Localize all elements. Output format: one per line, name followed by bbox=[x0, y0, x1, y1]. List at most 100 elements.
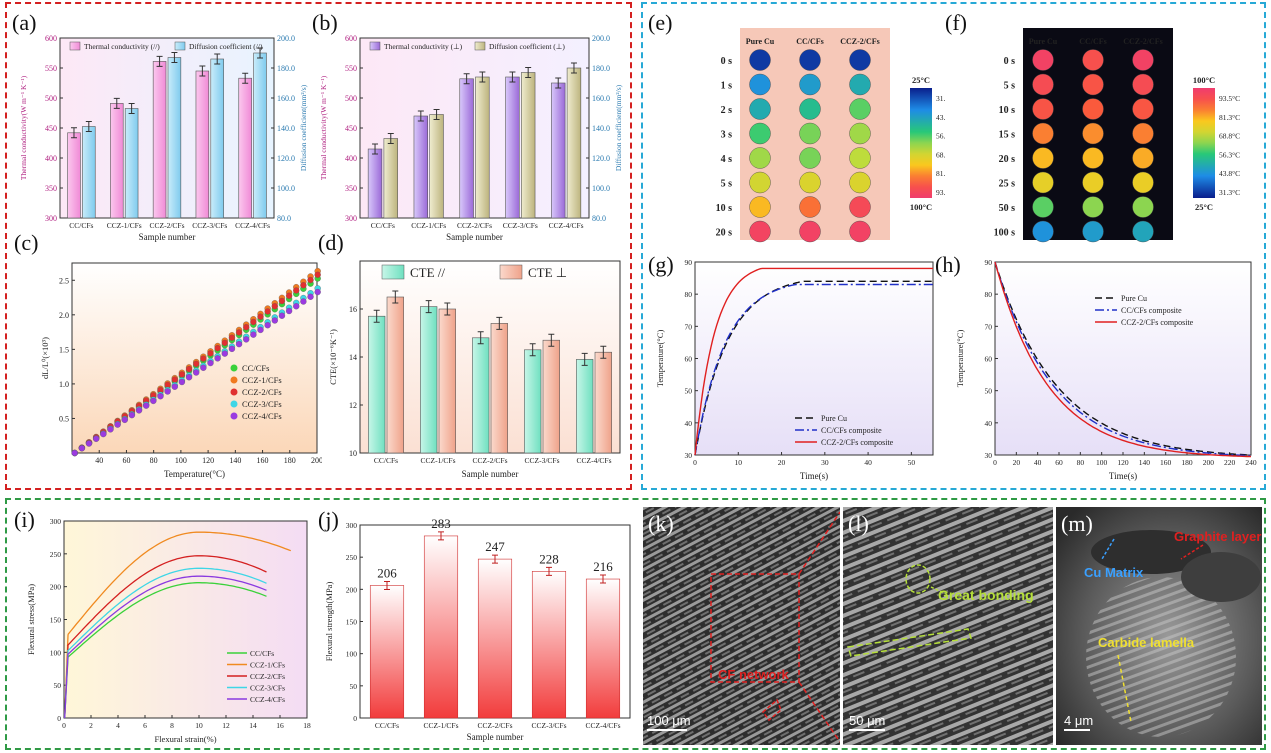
c-xtick-label-3: 100 bbox=[175, 456, 187, 465]
c-legend-2: CCZ-2/CFs bbox=[242, 387, 282, 397]
i-ytick-label-5: 250 bbox=[50, 550, 62, 559]
i-series-4 bbox=[64, 575, 267, 719]
svg-a-legend-swatch-2 bbox=[174, 41, 186, 51]
svg-f-well-1-2 bbox=[1132, 73, 1154, 96]
svg-e-well-5-2 bbox=[849, 171, 871, 194]
svg-g-xtick-label-5: 50 bbox=[908, 458, 916, 467]
svg-h-series-0 bbox=[994, 261, 1252, 456]
svg-e-scale-bar bbox=[910, 88, 932, 198]
frame-thermal-red bbox=[5, 2, 632, 490]
svg-b-cat-label-0: CC/CFs bbox=[371, 221, 395, 230]
svg-b-bar-s1-1 bbox=[413, 115, 428, 219]
panel-j: 0 50 100 150 200 250 300 206 CC/CFs 283 CCZ-1/CFs 2… bbox=[312, 503, 637, 746]
svg-a-err-s1-3 bbox=[199, 65, 206, 77]
c-ytick-label-3: 2.0 bbox=[59, 311, 69, 320]
svg-g-ytick-label-4: 70 bbox=[685, 322, 693, 331]
c-point-4-4 bbox=[100, 430, 107, 438]
svg-b-left-ytick-label-6: 600 bbox=[345, 34, 357, 43]
svg-f-well-6-0 bbox=[1032, 196, 1054, 218]
svg-b-bar-s1-4 bbox=[551, 82, 566, 219]
d-cat-label-2: CCZ-2/CFs bbox=[472, 456, 507, 465]
svg-f-row-7: 100 s bbox=[994, 228, 1016, 239]
panel-label-i: (i) bbox=[14, 507, 35, 532]
svg-f-scale-tick-0: 93.5°C bbox=[1219, 94, 1240, 103]
svg-g-ytick-label-2: 50 bbox=[685, 387, 693, 396]
i-xtick-label-3: 6 bbox=[143, 721, 147, 730]
j-ytick-label-2: 100 bbox=[346, 650, 358, 659]
chart-d: 10 12 14 16 CC/CFs CCZ-1/CFs CCZ-2/CFs CCZ-3/CF… bbox=[328, 260, 621, 479]
j-ytick-label-3: 150 bbox=[346, 618, 358, 627]
h-ylabel: Temperature(°C) bbox=[955, 330, 965, 388]
svg-b-cat-label-4: CCZ-4/CFs bbox=[549, 221, 584, 230]
sem-label-carbide-lamella: Carbide lamella bbox=[1098, 635, 1195, 650]
svg-h-ytick-label-1: 40 bbox=[985, 419, 993, 428]
c-xtick-label-6: 160 bbox=[257, 456, 269, 465]
c-point-4-14 bbox=[171, 383, 178, 390]
chart-a: 300 350 400 450 500 550 600 80.0 100.0 120.0 140.0… bbox=[19, 34, 308, 242]
c-point-4-2 bbox=[85, 440, 93, 447]
j-ytick-label-0: 0 bbox=[353, 714, 357, 723]
svg-e-row-4: 4 s bbox=[721, 154, 733, 165]
c-point-2-16 bbox=[185, 365, 193, 373]
chart-j: 0 50 100 150 200 250 300 206 CC/CFs 283 CCZ-1/CFs 2… bbox=[324, 516, 631, 742]
c-point-2-33 bbox=[307, 276, 314, 284]
c-point-2-20 bbox=[214, 345, 221, 352]
d-err-s1-0 bbox=[373, 309, 380, 323]
c-point-4-17 bbox=[193, 369, 200, 376]
c-point-2-29 bbox=[278, 297, 286, 305]
svg-f-scale-bar bbox=[1193, 88, 1215, 198]
svg-a-right-ytick-label-6: 200.0 bbox=[277, 34, 295, 43]
svg-a-left-ytick-label-2: 400 bbox=[45, 154, 57, 163]
svg-a-legend-swatch-1 bbox=[69, 41, 81, 51]
svg-a-err-s1-2 bbox=[156, 55, 163, 67]
c-point-4-3 bbox=[93, 435, 100, 442]
panel-label-m: (m) bbox=[1061, 511, 1093, 536]
svg-b-right-ytick-label-4: 160.0 bbox=[592, 94, 610, 103]
svg-f-well-5-1 bbox=[1082, 171, 1104, 194]
g-legend-0: Pure Cu bbox=[821, 414, 847, 423]
c-ytick-label-2: 1.5 bbox=[59, 345, 69, 354]
i-ytick-label-2: 100 bbox=[50, 648, 62, 657]
i-xtick-label-6: 12 bbox=[222, 721, 230, 730]
i-ytick-label-4: 200 bbox=[50, 583, 62, 592]
sem-texture-k bbox=[643, 507, 840, 745]
svg-b-right-ytick-label-3: 140.0 bbox=[592, 124, 610, 133]
svg-f-row-3: 15 s bbox=[999, 130, 1016, 141]
svg-f-well-3-0 bbox=[1032, 122, 1054, 145]
panel-label-l: (l) bbox=[848, 511, 869, 536]
svg-b-right-ytick-label-5: 180.0 bbox=[592, 64, 610, 73]
svg-e-well-0-0 bbox=[749, 49, 771, 71]
j-value-label-3: 228 bbox=[539, 551, 559, 566]
svg-a-cat-label-1: CCZ-1/CFs bbox=[107, 221, 142, 230]
svg-f-well-2-0 bbox=[1032, 98, 1054, 120]
c-point-2-27 bbox=[264, 308, 271, 315]
svg-g-xtick-label-1: 10 bbox=[735, 458, 743, 467]
svg-e-scale-tick-4: 81.3°C bbox=[936, 169, 945, 178]
svg-a-left-ytick-label-1: 350 bbox=[45, 184, 57, 193]
i-series-2 bbox=[64, 555, 267, 719]
svg-b-err-s1-2 bbox=[463, 73, 470, 85]
svg-h-xtick-label-0: 0 bbox=[993, 458, 997, 467]
c-legend-4: CCZ-4/CFs bbox=[242, 411, 282, 421]
c-point-4-22 bbox=[228, 345, 236, 353]
svg-a-err-s1-0 bbox=[70, 127, 77, 139]
c-point-4-6 bbox=[114, 421, 121, 428]
svg-a-err-s2-3 bbox=[214, 53, 221, 65]
c-plot-frame bbox=[71, 262, 318, 454]
h-legend-1: CC/CFs composite bbox=[1121, 306, 1182, 315]
d-bar-s1-1 bbox=[420, 306, 438, 454]
d-bar-s2-2 bbox=[490, 323, 508, 454]
svg-a-bar-s2-1 bbox=[124, 108, 139, 219]
i-xtick-label-8: 16 bbox=[276, 721, 284, 730]
svg-b-xlabel: Sample number bbox=[446, 232, 503, 242]
svg-a-err-s2-4 bbox=[257, 47, 264, 59]
svg-b-err-s2-0 bbox=[387, 133, 394, 144]
c-point-4-0 bbox=[71, 449, 78, 457]
svg-a-legend-2: Diffusion coefficient (//) bbox=[189, 42, 263, 51]
svg-h-xtick-label-9: 180 bbox=[1181, 458, 1193, 467]
c-legend-marker-2 bbox=[230, 388, 238, 396]
c-xtick-label-4: 120 bbox=[202, 456, 214, 465]
svg-a-err-s2-1 bbox=[128, 103, 135, 114]
svg-a-bar-s1-2 bbox=[152, 61, 167, 219]
svg-f-scale-tick-4: 43.8°C bbox=[1219, 169, 1240, 178]
